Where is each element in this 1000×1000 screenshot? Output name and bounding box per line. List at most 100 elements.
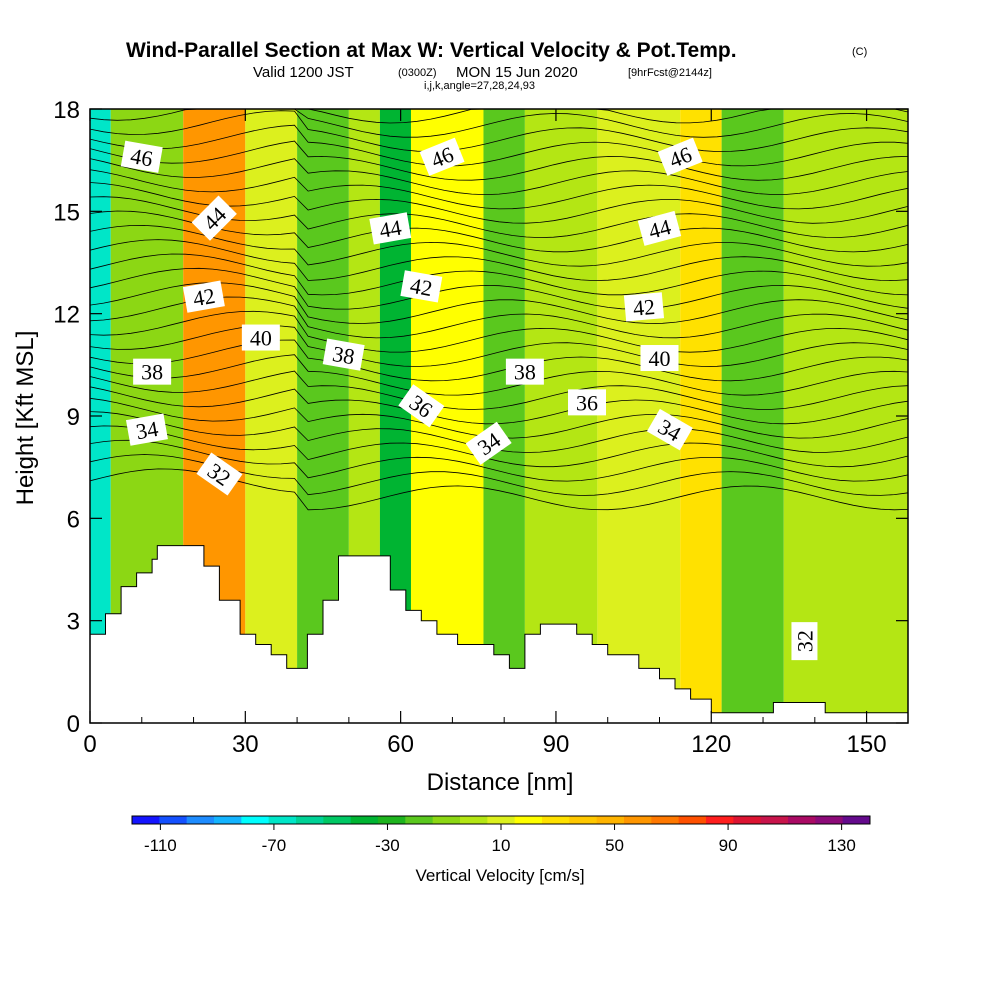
theta-contour-line xyxy=(89,158,909,196)
colorbar-tick-label: 90 xyxy=(719,836,738,855)
colorbar-swatch xyxy=(569,816,598,824)
theta-contour-line xyxy=(89,169,909,210)
valid-zulu: (0300Z) xyxy=(398,67,437,79)
forecast-info: [9hrFcst@2144z] xyxy=(628,67,712,79)
colorbar-swatch xyxy=(624,816,652,824)
chart-title: Wind-Parallel Section at Max W: Vertical… xyxy=(126,39,737,62)
contour-label-44: 44 xyxy=(637,210,682,246)
velocity-column-8 xyxy=(483,109,525,723)
colorbar-swatch xyxy=(678,816,707,824)
colorbar-swatch xyxy=(733,816,762,824)
colorbar-swatch xyxy=(350,816,379,824)
contour-label-36: 36 xyxy=(568,389,607,416)
svg-text:42: 42 xyxy=(632,294,656,321)
contour-label-32: 32 xyxy=(791,622,818,661)
theta-contour-line xyxy=(89,354,909,396)
theta-contour-line xyxy=(89,210,909,253)
colorbar-swatch xyxy=(186,816,215,824)
x-tick-label: 30 xyxy=(232,731,259,758)
theta-contour-line xyxy=(89,339,909,382)
svg-text:44: 44 xyxy=(377,215,403,243)
y-tick-label: 12 xyxy=(53,302,80,329)
svg-text:40: 40 xyxy=(250,326,272,351)
y-tick-label: 0 xyxy=(67,711,80,738)
y-axis-label: Height [Kft MSL] xyxy=(12,331,39,506)
contour-label-38: 38 xyxy=(505,358,544,385)
colorbar-swatch xyxy=(159,816,188,824)
contour-label-40: 40 xyxy=(241,324,280,351)
colorbar-swatch xyxy=(514,816,543,824)
colorbar-swatch xyxy=(651,816,680,824)
velocity-column-9 xyxy=(524,109,598,723)
y-tick-label: 18 xyxy=(53,97,80,124)
svg-text:38: 38 xyxy=(514,360,536,385)
velocity-column-11 xyxy=(680,109,722,723)
theta-contour-line xyxy=(89,370,909,410)
colorbar-swatch xyxy=(323,816,352,824)
colorbar-swatch xyxy=(268,816,297,824)
colorbar-swatch xyxy=(432,816,461,824)
x-tick-label: 60 xyxy=(387,731,414,758)
svg-text:40: 40 xyxy=(648,346,670,371)
svg-text:38: 38 xyxy=(331,341,357,369)
valid-date: MON 15 Jun 2020 xyxy=(456,64,578,81)
x-tick-label: 90 xyxy=(543,731,570,758)
theta-contour-line xyxy=(89,110,909,153)
x-tick-label: 150 xyxy=(847,731,887,758)
contour-label-40: 40 xyxy=(640,345,679,372)
colorbar-swatch xyxy=(542,816,570,824)
velocity-column-3 xyxy=(245,109,298,723)
contour-label-34: 34 xyxy=(125,413,168,446)
contour-label-46: 46 xyxy=(120,140,163,173)
copyright-mark: (C) xyxy=(852,46,867,58)
theta-contour-line xyxy=(89,282,909,324)
contour-label-44: 44 xyxy=(369,212,412,245)
colorbar-tick-label: -30 xyxy=(375,836,400,855)
x-axis-label: Distance [nm] xyxy=(427,769,574,796)
colorbar-tick-label: -110 xyxy=(144,836,177,855)
colorbar-swatch xyxy=(842,816,871,824)
x-tick-label: 120 xyxy=(691,731,731,758)
colorbar-tick-label: 10 xyxy=(492,836,511,855)
terrain xyxy=(89,545,909,724)
svg-text:32: 32 xyxy=(792,630,817,652)
theta-contour-line xyxy=(89,386,909,425)
contour-label-42: 42 xyxy=(623,292,665,322)
contour-label-42: 42 xyxy=(400,270,443,303)
contour-label-38: 38 xyxy=(133,358,172,385)
svg-text:46: 46 xyxy=(129,143,155,171)
colorbar-swatch xyxy=(706,816,734,824)
colorbar-swatch xyxy=(378,816,406,824)
theta-contour-line xyxy=(89,267,909,310)
colorbar-swatch xyxy=(132,816,160,824)
y-tick-label: 9 xyxy=(67,404,80,431)
theta-contour-line xyxy=(89,140,909,181)
colorbar-swatch xyxy=(760,816,789,824)
velocity-column-12 xyxy=(721,109,784,723)
x-tick-label: 0 xyxy=(83,731,96,758)
contour-label-38: 38 xyxy=(322,338,365,371)
y-tick-label: 3 xyxy=(67,609,80,636)
colorbar-swatch xyxy=(405,816,434,824)
theta-contour-line xyxy=(89,224,909,267)
svg-text:38: 38 xyxy=(141,360,163,385)
theta-contour-line xyxy=(89,239,909,282)
svg-text:42: 42 xyxy=(408,273,434,301)
svg-text:34: 34 xyxy=(134,416,160,444)
colorbar-tick-label: -70 xyxy=(262,836,287,855)
contour-label-42: 42 xyxy=(182,280,225,313)
theta-contour-line xyxy=(89,310,909,353)
colorbar-tick-label: 50 xyxy=(605,836,624,855)
colorbar-swatch xyxy=(596,816,625,824)
theta-contour-line xyxy=(89,325,909,367)
svg-text:36: 36 xyxy=(576,390,598,415)
colorbar-swatch xyxy=(296,816,324,824)
colorbar-swatch xyxy=(788,816,816,824)
theta-contour-line xyxy=(89,124,909,167)
theta-contour-line xyxy=(89,296,909,339)
colorbar-swatch xyxy=(815,816,844,824)
colorbar-swatch xyxy=(241,816,270,824)
